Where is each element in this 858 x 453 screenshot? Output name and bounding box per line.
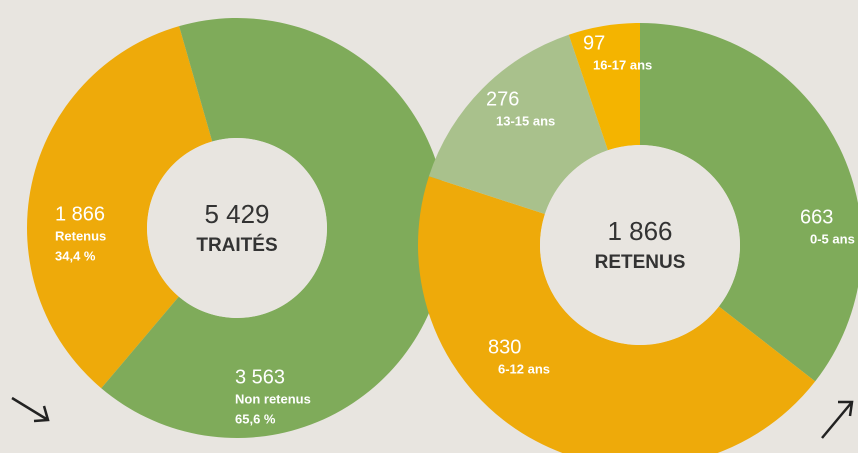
slice [428, 34, 608, 215]
category-label: 13-15 ans [496, 113, 555, 128]
arrow [821, 400, 854, 439]
arrow [11, 396, 50, 423]
category-label: 16-17 ans [593, 57, 652, 72]
center-value: 1 866 [607, 216, 672, 246]
value-label: 830 [488, 336, 521, 358]
category-label: Retenus [55, 228, 106, 243]
value-label: 1 866 [55, 203, 105, 225]
slice [640, 23, 858, 382]
value-label: 3 563 [235, 366, 285, 388]
center-label: TRAITÉS [196, 234, 277, 256]
value-label: 663 [800, 206, 833, 228]
donut: 5 429 TRAITÉS 1 866 Retenus 34,4 % 3 563 Non r… [26, 18, 448, 438]
donut-hole [540, 145, 740, 345]
slice [418, 176, 816, 453]
donut: 1 866 RETENUS 663 0-5 ans 830 6-12 ans 276 13-1… [418, 23, 858, 453]
center-value: 5 429 [204, 199, 269, 229]
category-label: Non retenus [235, 391, 311, 406]
center-label: RETENUS [595, 252, 686, 273]
donut-hole [147, 138, 327, 318]
slice [101, 18, 448, 438]
category-label: 0-5 ans [810, 231, 855, 246]
value-label: 97 [583, 32, 605, 54]
percent-label: 65,6 % [235, 411, 276, 426]
percent-label: 34,4 % [55, 248, 96, 263]
slice [26, 26, 213, 389]
category-label: 6-12 ans [498, 361, 550, 376]
slice [568, 23, 640, 151]
value-label: 276 [486, 88, 519, 110]
